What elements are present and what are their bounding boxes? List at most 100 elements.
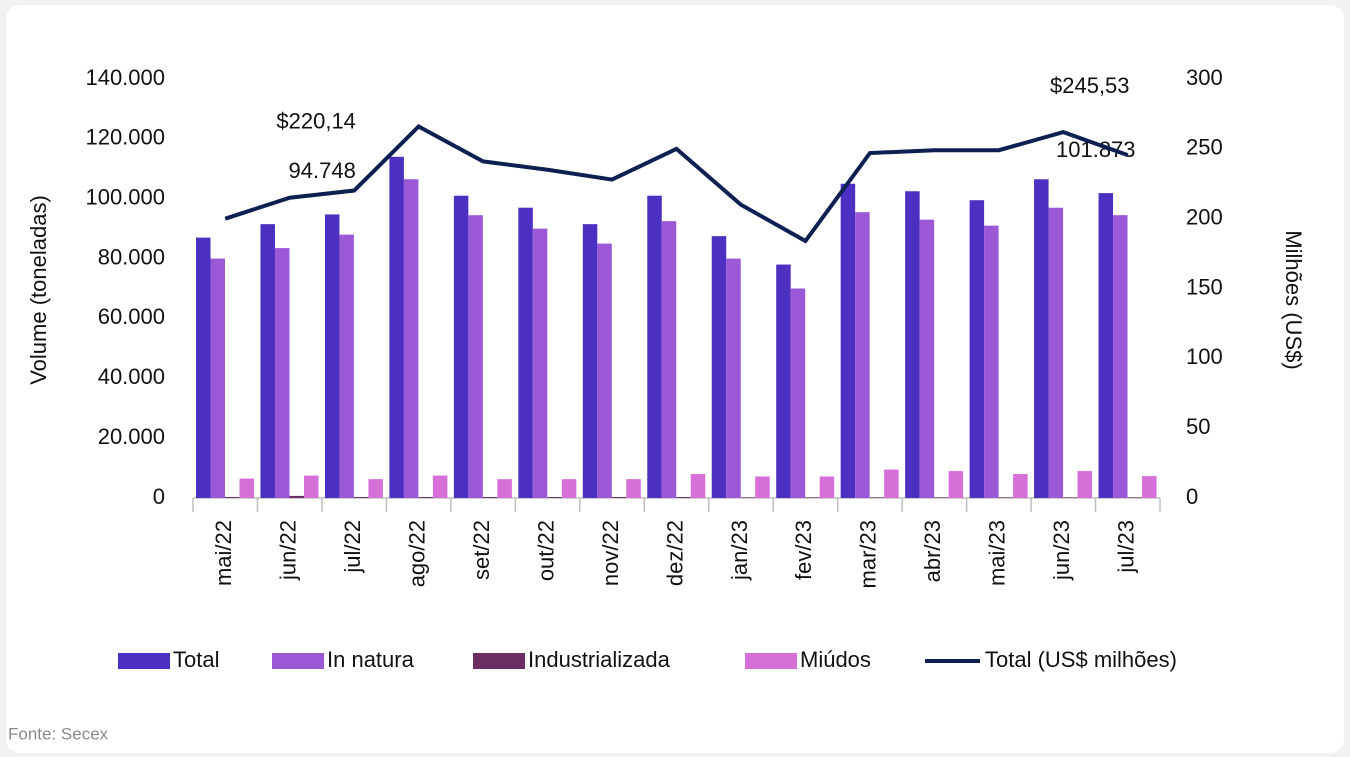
y-tick-label: 0 bbox=[153, 484, 165, 509]
bar bbox=[1063, 497, 1078, 498]
y2-tick-label: 200 bbox=[1186, 204, 1223, 229]
bar bbox=[368, 479, 383, 498]
x-tick-label: out/22 bbox=[533, 520, 558, 581]
legend-label: Total (US$ milhões) bbox=[985, 647, 1177, 672]
bar bbox=[998, 497, 1014, 498]
x-tick-label: ago/22 bbox=[404, 520, 429, 587]
y2-tick-label: 50 bbox=[1186, 414, 1210, 439]
legend-swatch bbox=[272, 653, 324, 669]
bar bbox=[984, 225, 999, 498]
bar bbox=[1034, 179, 1049, 498]
bar bbox=[948, 471, 964, 498]
bar bbox=[919, 219, 935, 498]
bar bbox=[1013, 474, 1028, 498]
bar bbox=[626, 479, 641, 498]
legend-label: In natura bbox=[327, 647, 415, 672]
bar bbox=[1142, 476, 1157, 498]
bar bbox=[776, 264, 791, 498]
bar bbox=[303, 475, 319, 498]
y-tick-label: 40.000 bbox=[98, 364, 165, 389]
legend-swatch bbox=[118, 653, 170, 669]
bar bbox=[790, 288, 806, 498]
y-tick-label: 60.000 bbox=[98, 304, 165, 329]
bar bbox=[582, 224, 598, 498]
bar bbox=[532, 228, 548, 498]
bar bbox=[418, 497, 433, 498]
bar bbox=[855, 212, 870, 499]
bar bbox=[274, 248, 290, 498]
bar bbox=[482, 497, 498, 498]
bar bbox=[196, 237, 211, 498]
x-tick-label: jul/23 bbox=[1114, 520, 1139, 574]
bar bbox=[611, 497, 627, 498]
bar bbox=[289, 495, 304, 498]
bar bbox=[432, 475, 448, 498]
bar bbox=[884, 469, 899, 498]
y2-tick-label: 100 bbox=[1186, 344, 1223, 369]
bar bbox=[353, 497, 369, 498]
y2-tick-label: 250 bbox=[1186, 135, 1223, 160]
bar bbox=[1098, 193, 1114, 499]
x-tick-label: fev/23 bbox=[791, 520, 816, 580]
bar bbox=[389, 156, 404, 499]
y2-tick-label: 150 bbox=[1186, 274, 1223, 299]
y-tick-label: 140.000 bbox=[85, 65, 165, 90]
x-tick-label: jan/23 bbox=[727, 520, 752, 581]
legend-swatch bbox=[473, 653, 525, 669]
bar bbox=[239, 478, 254, 498]
x-tick-label: jul/22 bbox=[340, 520, 365, 574]
bar bbox=[869, 497, 885, 498]
bar bbox=[597, 243, 612, 498]
y2-axis-title: Milhões (US$) bbox=[1281, 230, 1306, 369]
bar bbox=[740, 497, 756, 498]
x-tick-label: jun/23 bbox=[1049, 520, 1074, 581]
source: Fonte: Secex bbox=[8, 724, 109, 743]
bar bbox=[934, 497, 949, 498]
bar bbox=[339, 234, 354, 498]
y-tick-label: 120.000 bbox=[85, 125, 165, 150]
y2-tick-label: 300 bbox=[1186, 65, 1223, 90]
x-tick-label: mar/23 bbox=[856, 520, 881, 588]
bar bbox=[840, 183, 856, 498]
y2-tick-label: 0 bbox=[1186, 484, 1198, 509]
bar bbox=[210, 258, 225, 498]
bar bbox=[453, 195, 469, 498]
bar bbox=[726, 258, 741, 498]
bar bbox=[690, 474, 706, 498]
bar bbox=[711, 236, 727, 498]
y-axis-title: Volume (toneladas) bbox=[26, 195, 51, 385]
x-tick-label: abr/23 bbox=[920, 520, 945, 582]
bar bbox=[905, 191, 920, 498]
bar bbox=[324, 214, 340, 498]
data-label: $220,14 bbox=[276, 108, 356, 133]
data-label: 94.748 bbox=[289, 158, 356, 183]
legend-swatch bbox=[745, 653, 797, 669]
bar bbox=[497, 479, 512, 498]
data-label: 101.873 bbox=[1056, 137, 1136, 162]
legend-label: Miúdos bbox=[800, 647, 871, 672]
y-tick-label: 100.000 bbox=[85, 185, 165, 210]
bar bbox=[403, 179, 419, 498]
bar bbox=[647, 195, 662, 498]
legend-label: Total bbox=[173, 647, 219, 672]
bar bbox=[547, 497, 562, 498]
bar bbox=[260, 224, 275, 498]
bar bbox=[561, 479, 577, 498]
bar bbox=[661, 221, 677, 499]
bar bbox=[518, 207, 533, 498]
x-tick-label: mai/22 bbox=[211, 520, 236, 586]
bar bbox=[225, 497, 240, 498]
bar bbox=[819, 476, 835, 498]
line bbox=[224, 124, 1129, 244]
legend-label: Industrializada bbox=[528, 647, 671, 672]
bar bbox=[1077, 471, 1093, 498]
bar bbox=[676, 497, 691, 498]
x-tick-label: dez/22 bbox=[662, 520, 687, 586]
bar bbox=[755, 476, 770, 498]
x-tick-label: set/22 bbox=[469, 520, 494, 580]
x-tick-label: mai/23 bbox=[985, 520, 1010, 586]
x-tick-label: jun/22 bbox=[276, 520, 301, 581]
bar bbox=[1113, 215, 1128, 499]
y-tick-label: 80.000 bbox=[98, 244, 165, 269]
